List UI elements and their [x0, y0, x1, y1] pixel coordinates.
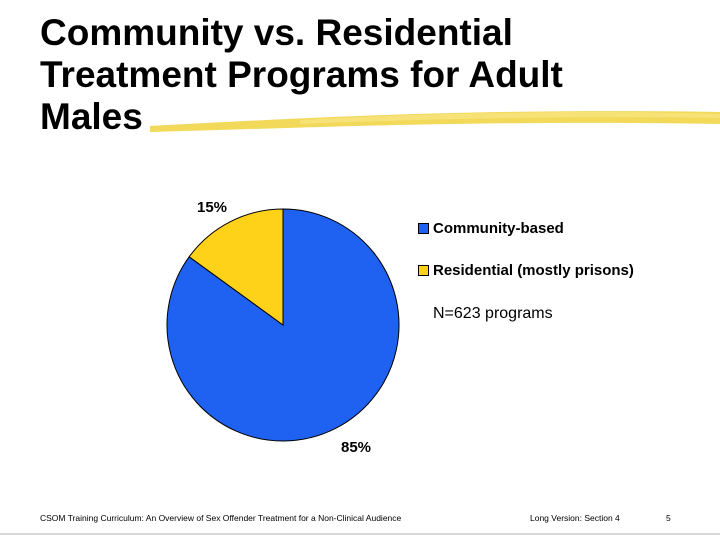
legend-swatch-community	[418, 222, 429, 234]
footer-rule	[0, 533, 720, 535]
chart-legend: Community-based Residential (mostly pris…	[418, 218, 634, 302]
footer-left: CSOM Training Curriculum: An Overview of…	[40, 513, 402, 523]
sample-size-note: N=623 programs	[433, 305, 553, 322]
title-underline-swoosh	[150, 111, 720, 132]
footer-page-number: 5	[666, 513, 671, 523]
swoosh-stroke-2	[300, 112, 720, 124]
data-label-residential: 15%	[197, 199, 227, 216]
legend-swatch-residential	[418, 264, 429, 276]
legend-item-community: Community-based	[418, 218, 634, 238]
pie-slice-residential	[188, 208, 284, 326]
legend-label-residential: Residential (mostly prisons)	[433, 261, 634, 279]
legend-item-residential: Residential (mostly prisons)	[418, 260, 634, 280]
footer-section: Long Version: Section 4	[530, 513, 620, 523]
slide-title: Community vs. Residential Treatment Prog…	[40, 12, 563, 137]
legend-label-community: Community-based	[433, 219, 564, 237]
data-label-community: 85%	[341, 439, 371, 456]
